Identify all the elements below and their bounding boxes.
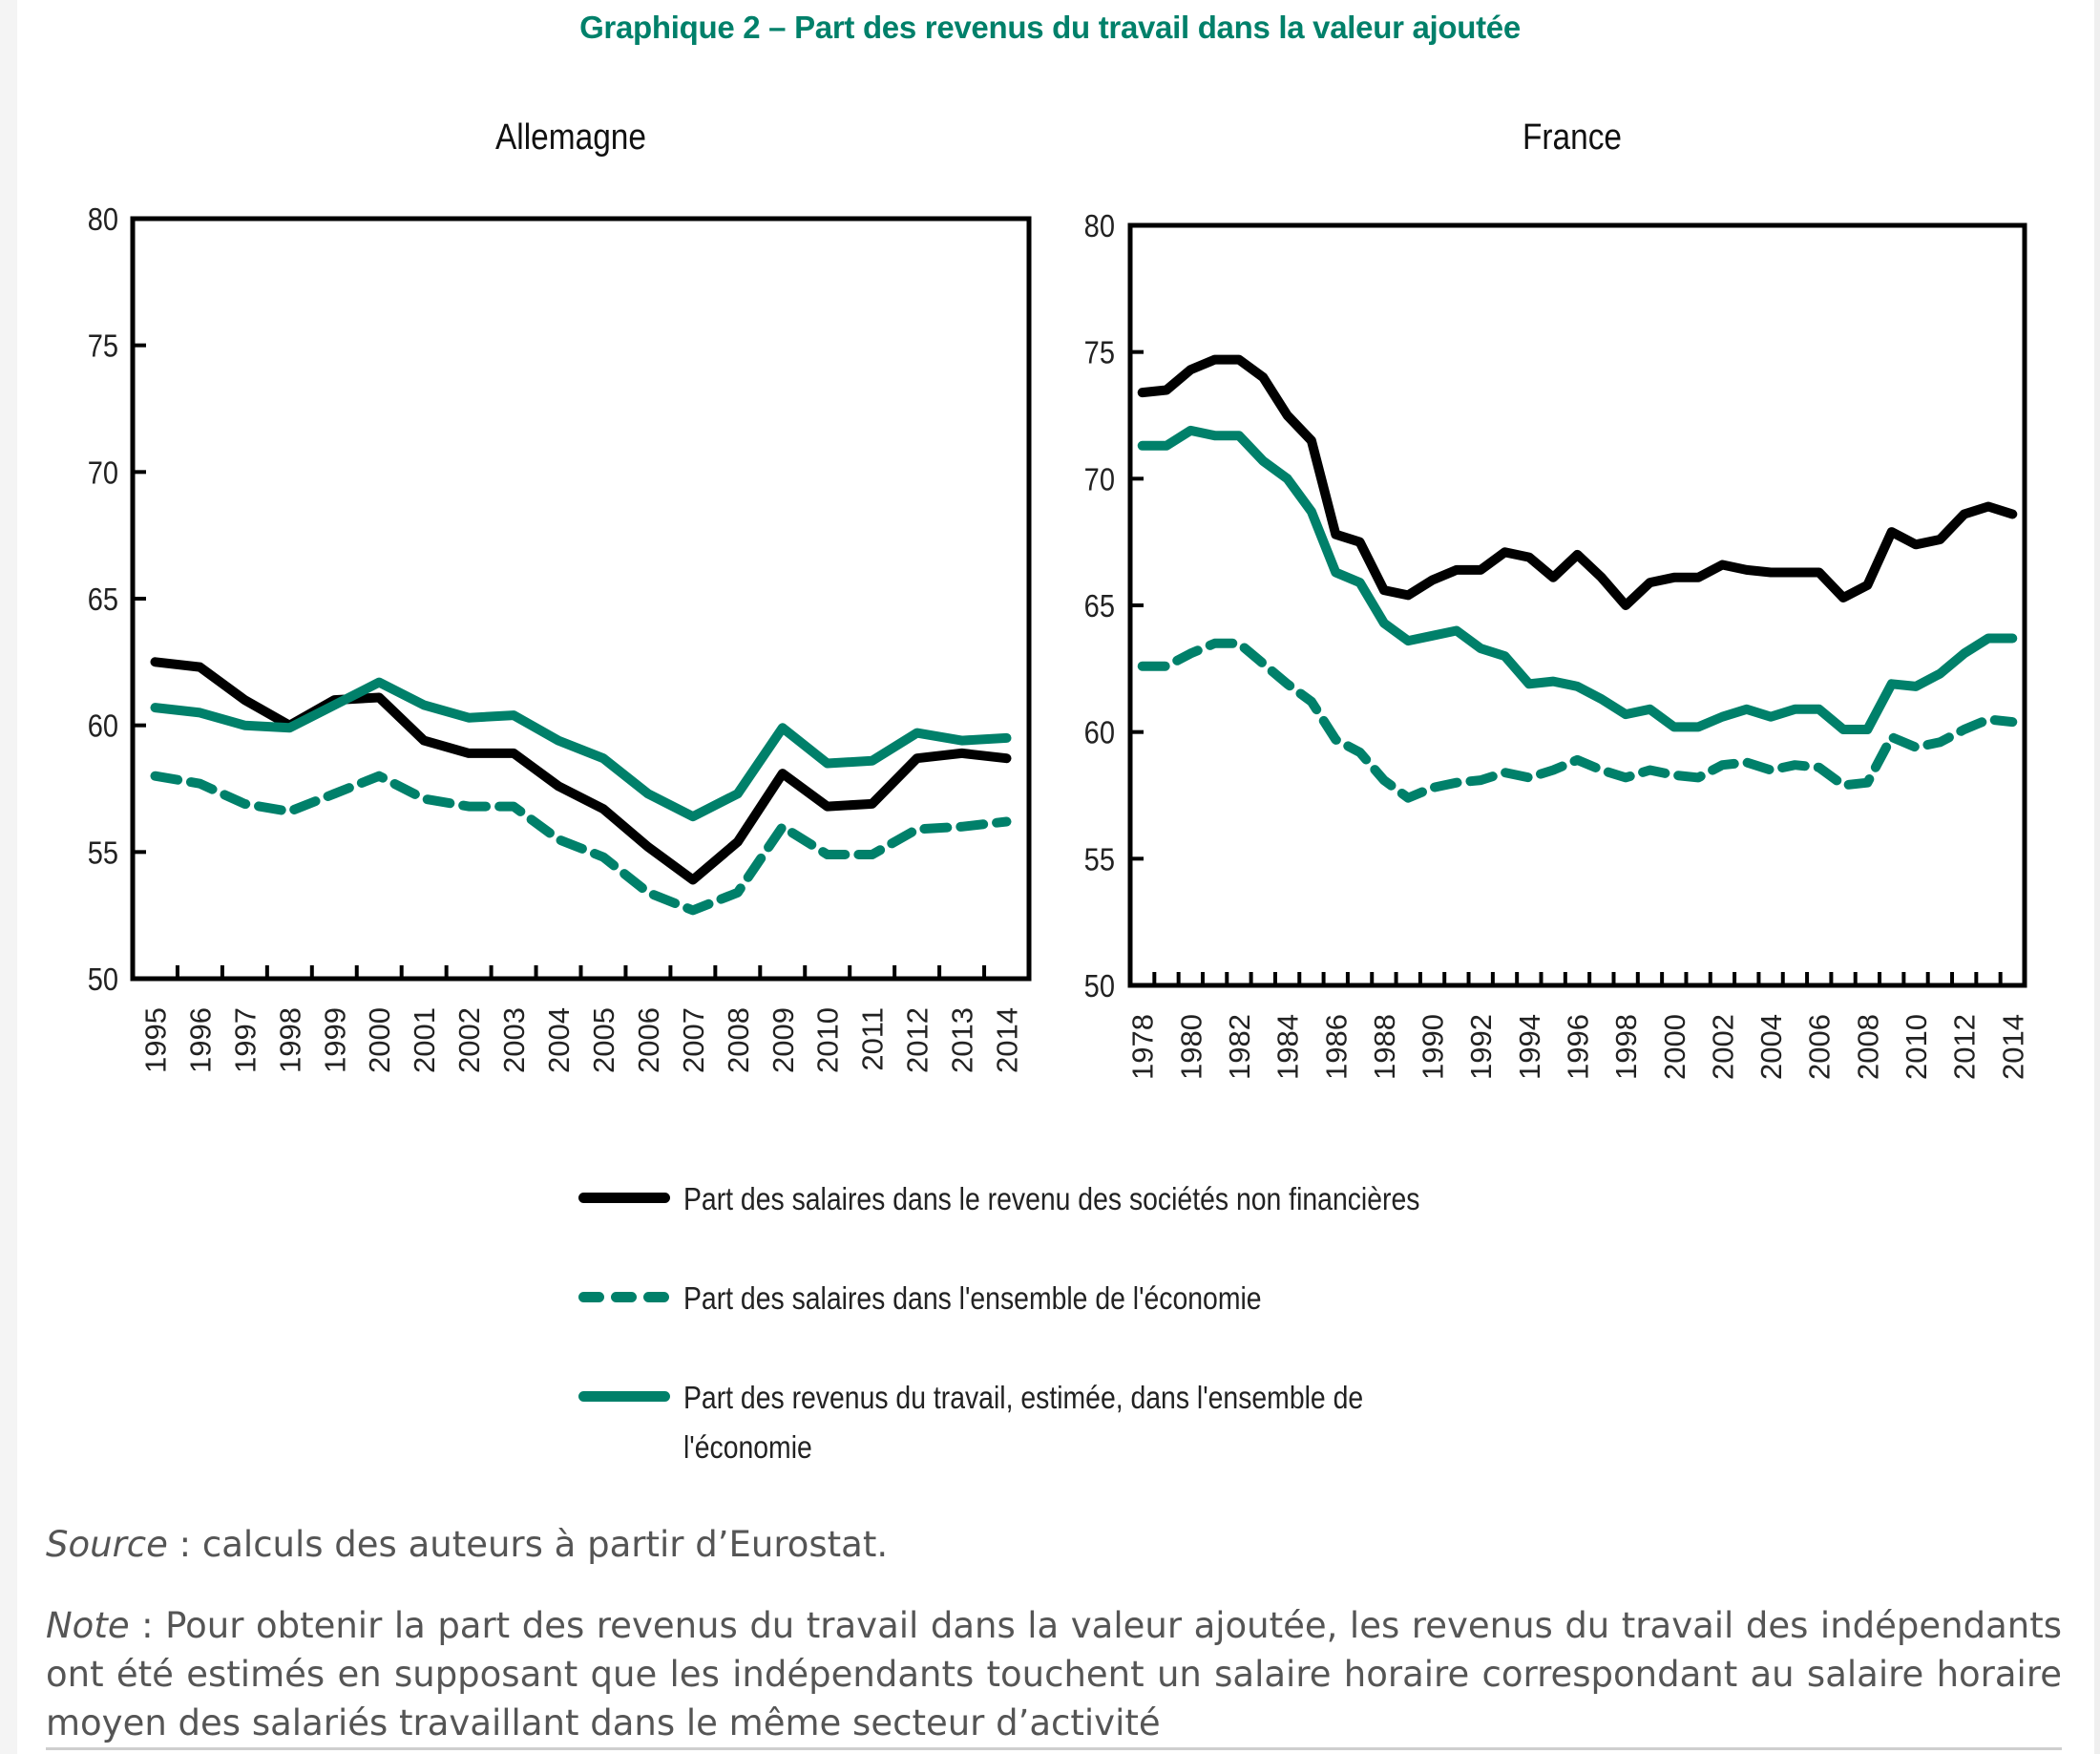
plot-frame <box>1127 222 2027 988</box>
y-tick-label: 80 <box>1084 208 1115 243</box>
x-tick-label: 1980 <box>1174 1014 1208 1080</box>
x-tick-label: 2010 <box>811 1007 845 1073</box>
y-tick-label: 70 <box>1084 462 1115 497</box>
series-line-salaires-eco <box>1137 638 2018 803</box>
series-line-revenus-travail <box>1137 425 2018 734</box>
x-tick-label: 1997 <box>228 1007 262 1073</box>
source-label: Source <box>46 1524 168 1565</box>
x-tick-label: 2004 <box>542 1007 576 1073</box>
charts-canvas: Allemagne 50 55 60 65 70 75 80 1995 1996 1997 1998 1… <box>88 116 2030 1080</box>
x-tick-label: 2002 <box>1706 1014 1739 1080</box>
x-tick-label: 2012 <box>901 1007 934 1073</box>
x-tick-label: 1995 <box>138 1007 172 1073</box>
x-tick-label: 1978 <box>1126 1014 1160 1080</box>
x-tick-label: 2001 <box>408 1007 441 1073</box>
x-tick-label: 1982 <box>1223 1014 1256 1080</box>
x-tick-label: 2006 <box>632 1007 665 1073</box>
bottom-rule <box>46 1747 2062 1750</box>
x-tick-label: 2003 <box>497 1007 531 1073</box>
legend-item-revenus-travail: Part des revenus du travail, estimée, da… <box>573 1373 1718 1472</box>
x-tick-label: 1998 <box>1609 1014 1643 1080</box>
y-tick-label: 75 <box>1084 335 1115 370</box>
y-tick-label: 70 <box>88 455 118 491</box>
x-tick-label: 2009 <box>766 1007 800 1073</box>
legend-swatch-solid-black <box>578 1193 670 1203</box>
legend-label: Part des salaires dans l'ensemble de l'é… <box>683 1280 1262 1316</box>
x-tick-label: 1988 <box>1368 1014 1401 1080</box>
series-line-revenus-travail <box>150 677 1012 822</box>
x-tick-label: 2004 <box>1754 1014 1788 1080</box>
page-right-margin <box>2094 0 2100 1754</box>
y-tick-label: 65 <box>1084 588 1115 623</box>
panel-title: France <box>1522 116 1622 157</box>
y-tick-label: 60 <box>1084 715 1115 750</box>
legend-swatch-solid-green <box>578 1391 670 1402</box>
y-tick-label: 80 <box>88 201 118 237</box>
y-tick-label: 55 <box>88 835 118 871</box>
legend: Part des salaires dans le revenu des soc… <box>573 1174 1718 1472</box>
x-tick-label: 1996 <box>183 1007 217 1073</box>
x-tick-label: 1992 <box>1464 1014 1498 1080</box>
series-line-salaires-snf <box>1137 354 2018 610</box>
page-left-margin <box>0 0 17 1754</box>
note-text: : Pour obtenir la part des revenus du tr… <box>46 1605 2062 1743</box>
source-text: : calculs des auteurs à partir d’Eurosta… <box>167 1524 889 1565</box>
x-tick-label: 2000 <box>363 1007 396 1073</box>
plot-frame <box>130 216 1032 982</box>
x-tick-label: 2011 <box>856 1007 890 1071</box>
x-tick-label: 1990 <box>1417 1014 1450 1080</box>
x-tick-label: 1999 <box>318 1007 351 1073</box>
x-tick-label: 1984 <box>1271 1014 1305 1080</box>
x-tick-label: 2008 <box>1851 1014 1884 1080</box>
panel-title: Allemagne <box>495 116 646 157</box>
y-tick-label: 50 <box>88 962 118 997</box>
legend-label: Part des revenus du travail, estimée, da… <box>683 1380 1364 1465</box>
x-tick-label: 2007 <box>677 1007 710 1073</box>
y-tick-label: 65 <box>88 581 118 617</box>
legend-swatch-dashed-green <box>578 1292 670 1302</box>
legend-label: Part des salaires dans le revenu des soc… <box>683 1181 1420 1216</box>
x-tick-label: 2014 <box>991 1007 1024 1073</box>
figure-title: Graphique 2 – Part des revenus du travai… <box>579 10 1521 45</box>
x-tick-label: 1994 <box>1513 1014 1546 1080</box>
x-tick-label: 2014 <box>1996 1014 2029 1080</box>
y-tick-label: 75 <box>88 328 118 364</box>
y-tick-label: 50 <box>1084 968 1115 1004</box>
x-tick-label: 1998 <box>273 1007 306 1073</box>
series-line-salaires-eco <box>150 771 1012 916</box>
y-tick-label: 60 <box>88 708 118 744</box>
legend-item-salaires-eco: Part des salaires dans l'ensemble de l'é… <box>573 1274 1718 1373</box>
x-tick-label: 2013 <box>946 1007 979 1073</box>
x-tick-label: 2000 <box>1658 1014 1691 1080</box>
x-tick-label: 1986 <box>1319 1014 1353 1080</box>
x-tick-label: 2012 <box>1948 1014 1982 1080</box>
x-tick-label: 2008 <box>722 1007 755 1073</box>
x-tick-label: 2006 <box>1803 1014 1837 1080</box>
note-label: Note <box>46 1605 130 1646</box>
legend-item-salaires-snf: Part des salaires dans le revenu des soc… <box>573 1174 1718 1274</box>
x-tick-label: 2002 <box>452 1007 486 1073</box>
x-tick-label: 1996 <box>1562 1014 1595 1080</box>
y-tick-label: 55 <box>1084 842 1115 877</box>
x-tick-label: 2010 <box>1900 1014 1933 1080</box>
source-note: Source : calculs des auteurs à partir d’… <box>46 1524 2062 1565</box>
methodology-note: Note : Pour obtenir la part des revenus … <box>46 1601 2062 1747</box>
x-tick-label: 2005 <box>587 1007 620 1073</box>
